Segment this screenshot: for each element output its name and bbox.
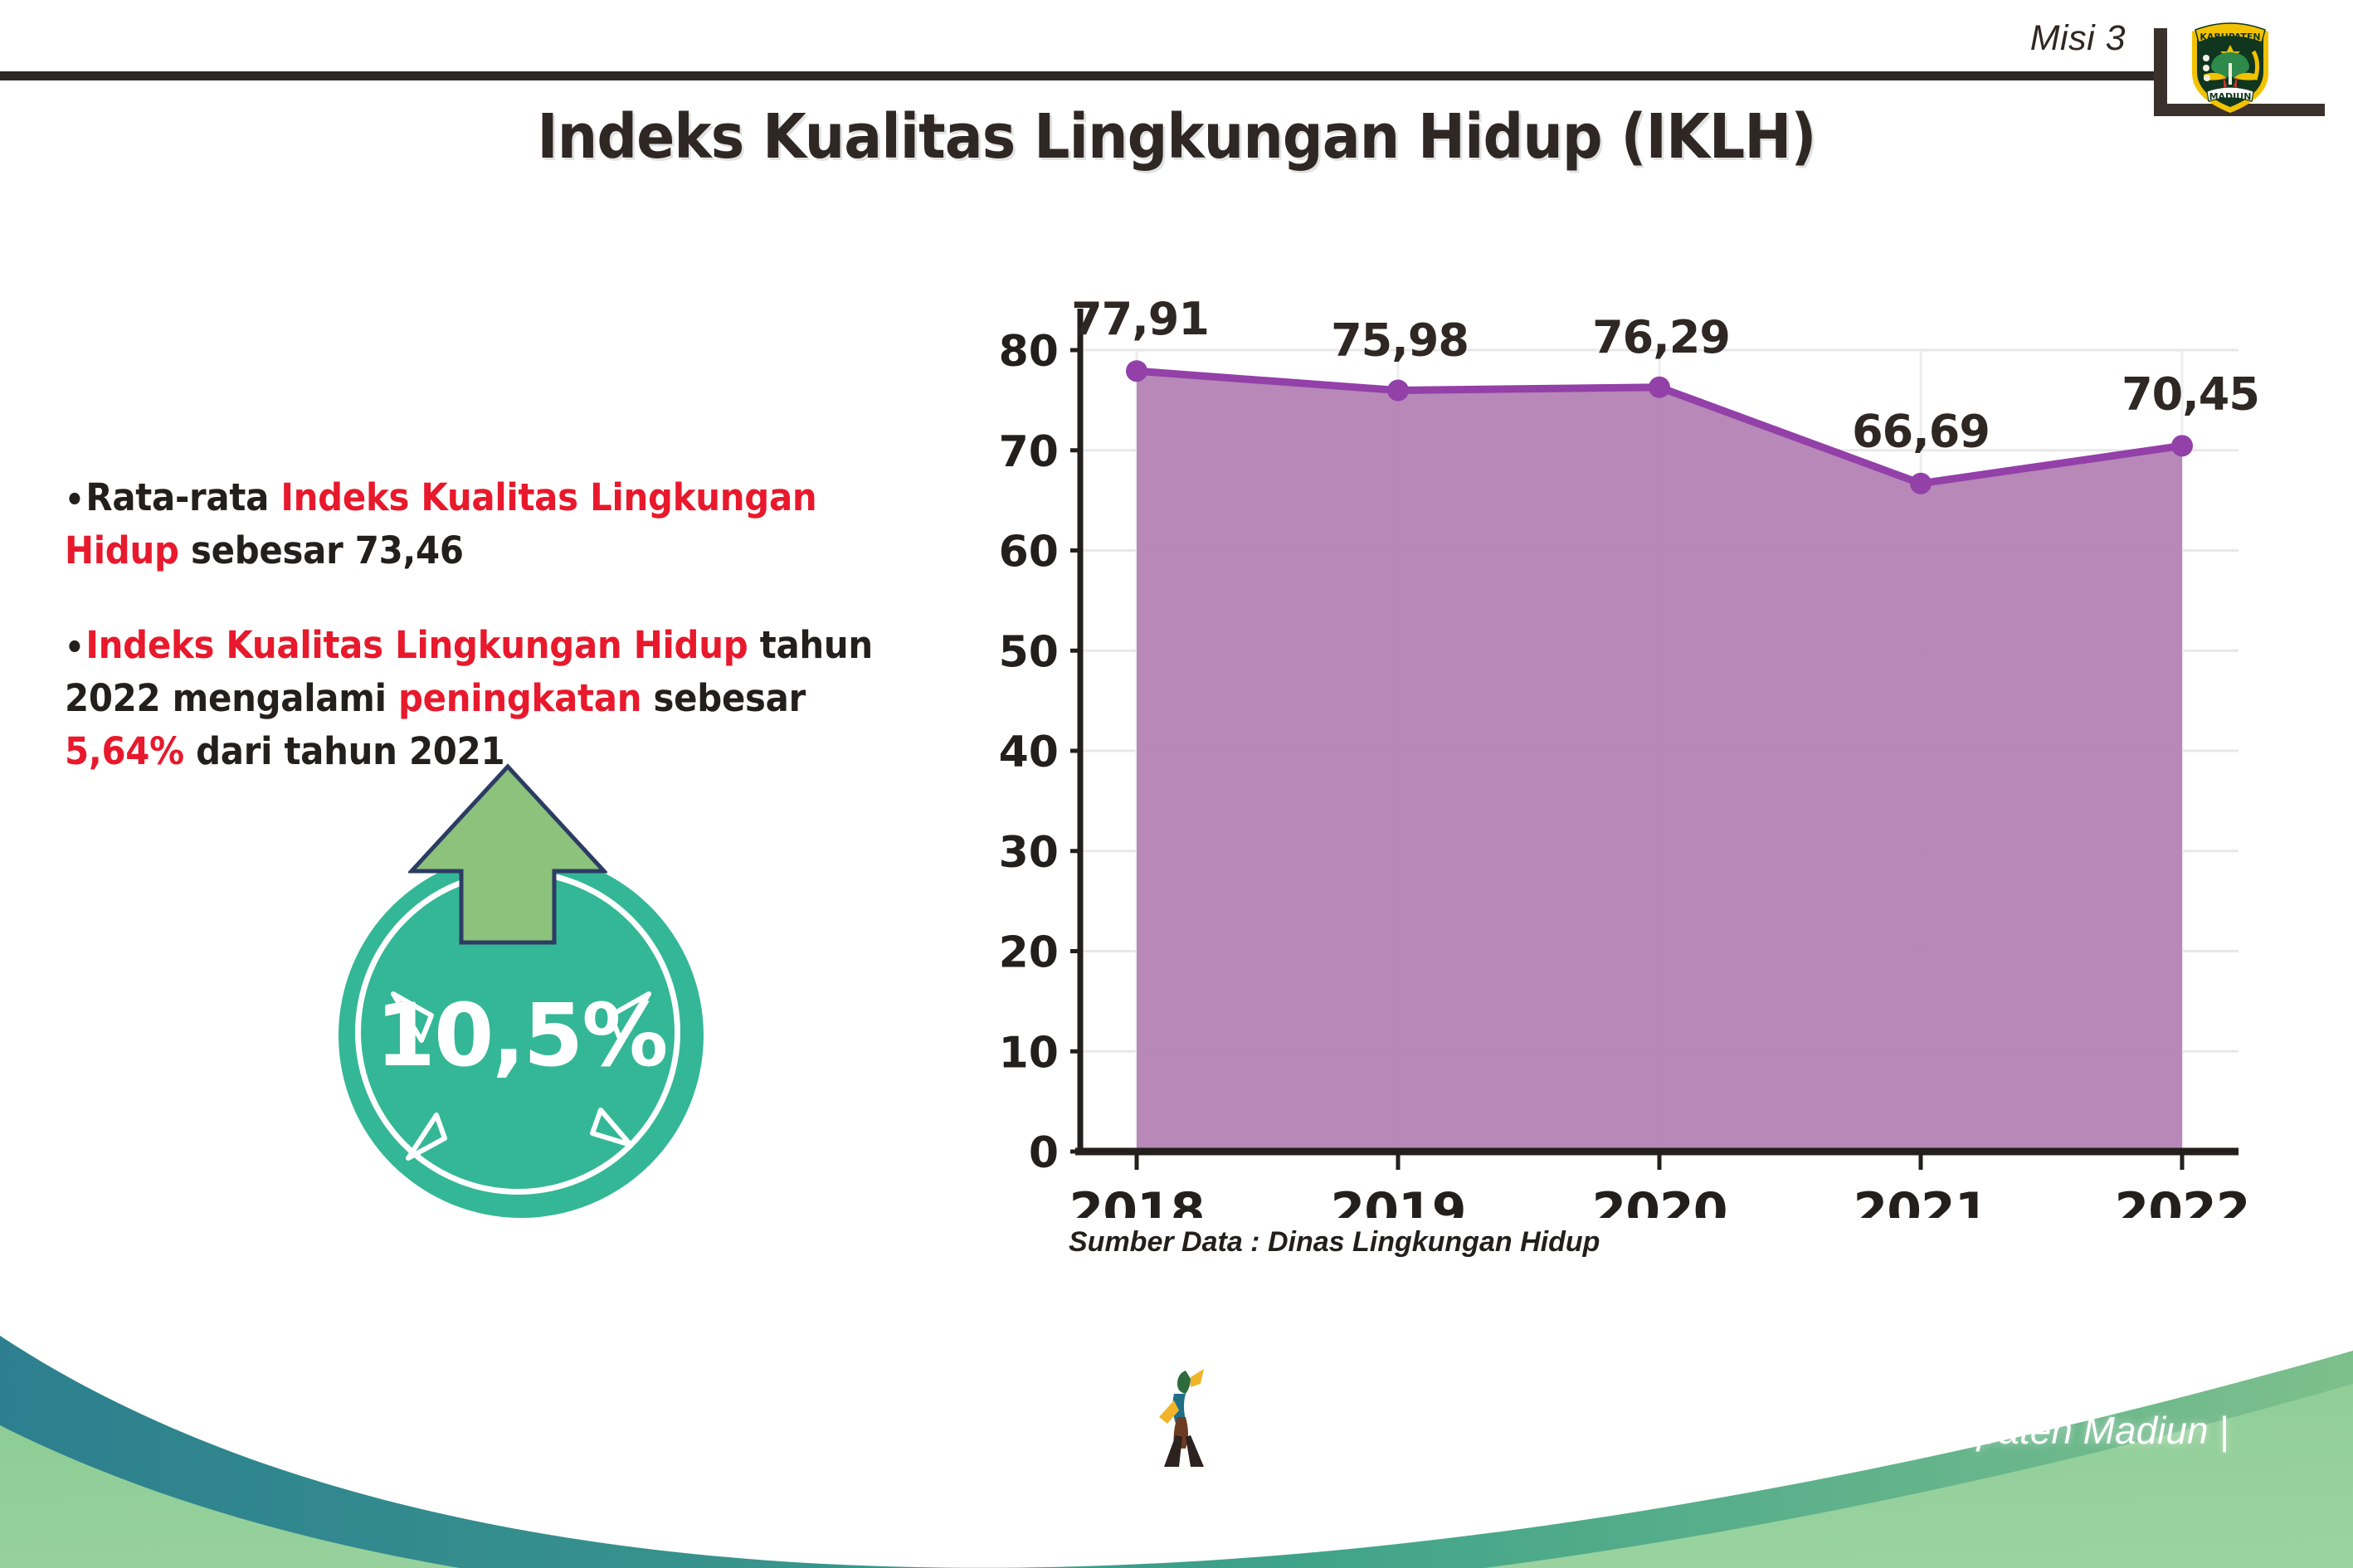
data-point — [1387, 379, 1409, 402]
x-axis-tick-label: 2020 — [1592, 1182, 1727, 1218]
key-findings-list: •Rata-rata Indeks Kualitas Lingkungan Hi… — [65, 471, 952, 819]
iklh-area-chart: 0 10 20 30 40 50 60 70 80 2018 2019 2020 2021 2022 7… — [979, 289, 2282, 1218]
logo-bracket-decoration — [2154, 28, 2325, 116]
x-axis-tick-label: 2019 — [1331, 1182, 1466, 1218]
bullet-text-0: Rata-rata Indeks Kualitas Lingkungan Hid… — [65, 475, 817, 572]
chart-source-note: Sumber Data : Dinas Lingkungan Hidup — [1069, 1226, 1600, 1258]
data-point — [1649, 376, 1670, 398]
bullet-text-1: Indeks Kualitas Lingkungan Hidup tahun 2… — [65, 622, 873, 773]
increase-badge: 10,5% — [332, 763, 747, 1218]
y-axis-tick-label: 10 — [999, 1028, 1059, 1078]
arrow-up-icon — [407, 763, 609, 947]
list-item: •Indeks Kualitas Lingkungan Hidup tahun … — [65, 619, 890, 778]
area-fill — [1137, 371, 2182, 1152]
y-axis-tick-label: 40 — [999, 728, 1059, 777]
bullet-dot-icon: • — [65, 628, 85, 667]
svg-text:MADIUN: MADIUN — [2209, 91, 2252, 102]
badge-tick-marks — [339, 853, 704, 1218]
y-axis-ticks: 0 10 20 30 40 50 60 70 80 — [999, 327, 1080, 1178]
footer-caption: Media Infografis Data Statistik Sektoral… — [1220, 1409, 2229, 1452]
x-axis-tick-label: 2021 — [1854, 1182, 1989, 1218]
data-value-label: 77,91 — [1071, 293, 1209, 345]
bullet-dot-icon: • — [65, 481, 85, 519]
y-axis-tick-label: 70 — [999, 427, 1059, 477]
data-point — [1910, 472, 1932, 494]
data-value-label: 70,45 — [2122, 368, 2259, 420]
y-axis-tick-label: 30 — [999, 828, 1059, 878]
data-value-label: 66,69 — [1852, 406, 1990, 458]
data-point — [2171, 435, 2193, 457]
badge-percent-label: 10,5% — [375, 985, 669, 1086]
footer-waves — [0, 1286, 2353, 1568]
kabupaten-madiun-logo-icon: KABUPATEN MADIUN — [2184, 15, 2277, 114]
data-point — [1126, 360, 1147, 382]
x-axis-tick-label: 2018 — [1069, 1182, 1205, 1218]
y-axis-tick-label: 60 — [999, 528, 1059, 577]
data-value-label: 75,98 — [1331, 314, 1469, 367]
x-axis-ticks: 2018 2019 2020 2021 2022 — [1069, 1152, 2251, 1218]
data-value-labels: 77,91 75,98 76,29 66,69 70,45 — [1071, 293, 2260, 458]
header-divider-line — [0, 71, 2161, 80]
x-axis-tick-label: 2022 — [2115, 1182, 2250, 1218]
statistics-person-icon — [1149, 1366, 1215, 1472]
svg-text:KABUPATEN: KABUPATEN — [2200, 32, 2260, 42]
data-value-label: 76,29 — [1592, 311, 1730, 363]
series-markers — [1126, 360, 2193, 494]
page-title: Indeks Kualitas Lingkungan Hidup (IKLH) — [537, 101, 1816, 173]
y-axis-tick-label: 20 — [999, 928, 1059, 978]
mission-label: Misi 3 — [2029, 18, 2126, 58]
y-axis-tick-label: 80 — [999, 327, 1059, 377]
y-axis-tick-label: 0 — [1029, 1128, 1059, 1178]
list-item: •Rata-rata Indeks Kualitas Lingkungan Hi… — [65, 471, 890, 577]
y-axis-tick-label: 50 — [999, 627, 1059, 677]
